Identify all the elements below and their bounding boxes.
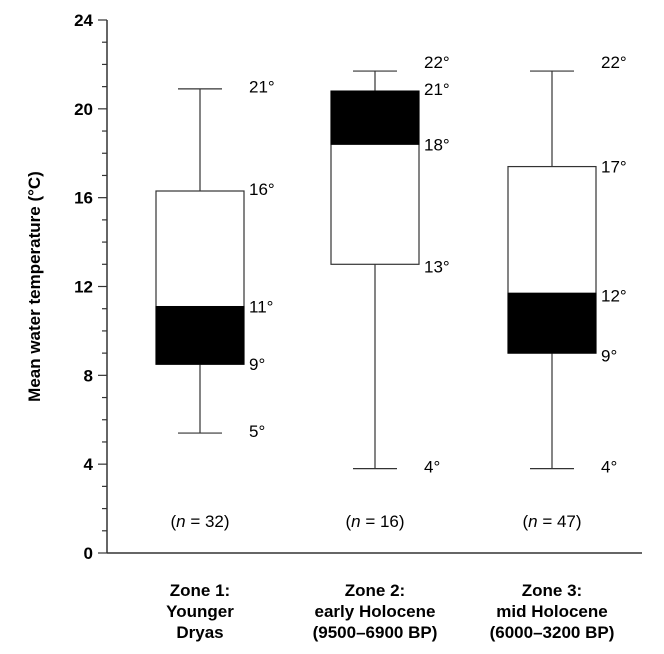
- y-tick-label: 16: [74, 189, 93, 208]
- x-category-label: Zone 3:: [522, 581, 582, 600]
- x-category-labels: Zone 1: Younger Dryas Zone 2: early Holocene…: [166, 581, 614, 642]
- value-annotation: 4°: [424, 457, 440, 476]
- box-group-zone-1: 21° 16° 11° 9° 5° (n = 32): [155, 78, 275, 531]
- filled-range: [330, 90, 420, 145]
- value-annotation: 22°: [601, 53, 627, 72]
- y-tick-label: 20: [74, 100, 93, 119]
- value-annotation: 9°: [601, 346, 617, 365]
- box-group-zone-3: 22° 17° 12° 9° 4° (n = 47): [507, 53, 627, 531]
- value-annotation: 21°: [249, 78, 275, 97]
- sample-size-label: (n = 16): [345, 512, 404, 531]
- y-tick-label: 12: [74, 278, 93, 297]
- value-annotation: 16°: [249, 180, 275, 199]
- value-annotation: 4°: [601, 457, 617, 476]
- x-category-label: Dryas: [176, 623, 223, 642]
- x-category-label: Zone 2:: [345, 581, 405, 600]
- y-axis-label: Mean water temperature (°C): [25, 171, 44, 402]
- filled-range: [507, 292, 597, 354]
- sample-size-label: (n = 32): [170, 512, 229, 531]
- value-annotation: 5°: [249, 422, 265, 441]
- value-annotation: 9°: [249, 355, 265, 374]
- y-tick-label: 24: [74, 11, 93, 30]
- value-annotation: 12°: [601, 286, 627, 305]
- value-annotation: 11°: [249, 297, 273, 316]
- filled-range: [155, 305, 245, 365]
- y-axis-ticks: 0 4 8 12 16 20 24: [74, 11, 107, 563]
- value-annotation: 22°: [424, 53, 450, 72]
- value-annotation: 17°: [601, 158, 627, 177]
- y-tick-label: 0: [84, 544, 93, 563]
- y-tick-label: 4: [84, 455, 94, 474]
- y-tick-label: 8: [84, 366, 93, 385]
- x-category-label: (9500–6900 BP): [313, 623, 438, 642]
- x-category-label: (6000–3200 BP): [490, 623, 615, 642]
- value-annotation: 21°: [424, 80, 450, 99]
- sample-size-label: (n = 47): [522, 512, 581, 531]
- x-category-label: mid Holocene: [496, 602, 607, 621]
- boxes: 21° 16° 11° 9° 5° (n = 32) 22° 21° 18° 13° 4° (n = …: [155, 53, 627, 531]
- x-category-label: Younger: [166, 602, 234, 621]
- box-group-zone-2: 22° 21° 18° 13° 4° (n = 16): [330, 53, 450, 531]
- value-annotation: 13°: [424, 258, 450, 277]
- x-category-label: Zone 1:: [170, 581, 230, 600]
- x-category-label: early Holocene: [315, 602, 436, 621]
- value-annotation: 18°: [424, 135, 450, 154]
